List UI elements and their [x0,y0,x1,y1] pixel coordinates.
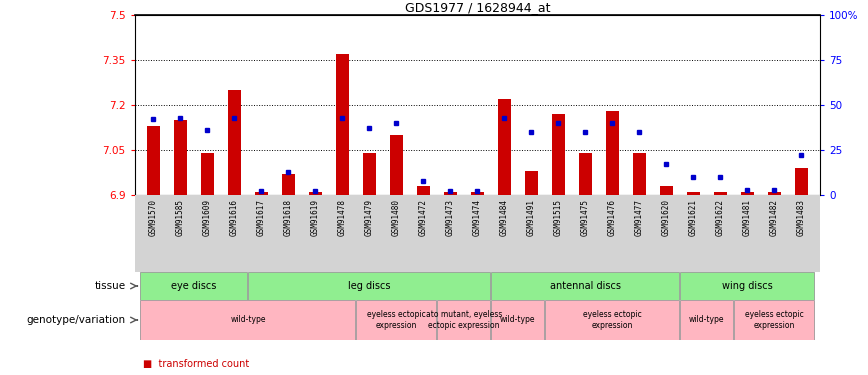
Bar [497,99,511,195]
Text: eyeless ectopic
expression: eyeless ectopic expression [583,310,641,330]
Bar [524,171,538,195]
Text: GSM91483: GSM91483 [797,199,806,236]
Bar [713,192,727,195]
Text: GSM91477: GSM91477 [635,199,644,236]
Text: ato mutant, eyeless
ectopic expression: ato mutant, eyeless ectopic expression [425,310,502,330]
Bar [437,300,490,340]
Bar [740,192,754,195]
Bar [794,168,808,195]
Bar [545,300,680,340]
Text: wild-type: wild-type [230,315,266,324]
Text: GSM91619: GSM91619 [311,199,320,236]
Text: GSM91585: GSM91585 [176,199,185,236]
Text: eye discs: eye discs [171,281,217,291]
Text: GSM91491: GSM91491 [527,199,536,236]
Text: eyeless ectopic
expression: eyeless ectopic expression [367,310,426,330]
Text: GSM91570: GSM91570 [149,199,158,236]
Bar [141,272,247,300]
Bar [248,272,490,300]
Text: tissue: tissue [95,281,126,291]
Text: GSM91474: GSM91474 [473,199,482,236]
Text: leg discs: leg discs [348,281,391,291]
Text: GSM91482: GSM91482 [770,199,779,236]
Bar [174,120,187,195]
Bar [141,300,355,340]
Text: GSM91621: GSM91621 [689,199,698,236]
Text: GSM91475: GSM91475 [581,199,590,236]
Text: GSM91476: GSM91476 [608,199,617,236]
Text: GSM91481: GSM91481 [743,199,752,236]
Text: GSM91473: GSM91473 [446,199,455,236]
Text: GSM91616: GSM91616 [230,199,239,236]
Text: GSM91484: GSM91484 [500,199,509,236]
Text: GSM91478: GSM91478 [338,199,347,236]
Text: GSM91472: GSM91472 [419,199,428,236]
Text: GSM91617: GSM91617 [257,199,266,236]
Bar [227,90,241,195]
Text: genotype/variation: genotype/variation [27,315,126,325]
Text: GSM91480: GSM91480 [392,199,401,236]
Text: GSM91609: GSM91609 [203,199,212,236]
Bar [606,111,619,195]
Bar [491,272,680,300]
Bar [444,192,457,195]
Bar [491,300,544,340]
Bar [254,192,268,195]
Bar [681,300,733,340]
Bar [687,192,700,195]
Bar [734,300,814,340]
Bar [363,153,376,195]
Bar [417,186,431,195]
Bar [552,114,565,195]
Bar [633,153,646,195]
Text: GSM91479: GSM91479 [365,199,374,236]
Bar [470,192,484,195]
Bar [357,300,437,340]
Bar [147,126,161,195]
Text: wild-type: wild-type [689,315,725,324]
Bar [681,272,814,300]
Text: antennal discs: antennal discs [550,281,621,291]
Bar [282,174,295,195]
Bar [336,54,349,195]
Text: eyeless ectopic
expression: eyeless ectopic expression [745,310,804,330]
Bar [579,153,592,195]
Text: GSM91618: GSM91618 [284,199,293,236]
Bar [767,192,781,195]
Bar [309,192,322,195]
Bar [660,186,673,195]
Text: GSM91622: GSM91622 [716,199,725,236]
Bar [201,153,214,195]
Text: GSM91620: GSM91620 [662,199,671,236]
Text: wild-type: wild-type [500,315,536,324]
Bar [390,135,403,195]
Text: ■  transformed count: ■ transformed count [143,359,249,369]
Title: GDS1977 / 1628944_at: GDS1977 / 1628944_at [404,1,550,14]
Text: GSM91515: GSM91515 [554,199,562,236]
Text: wing discs: wing discs [722,281,773,291]
